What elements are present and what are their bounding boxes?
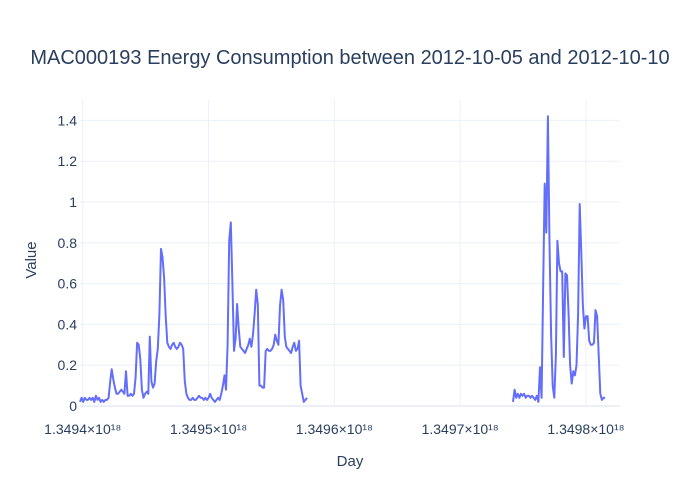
x-axis-ticks: 1.3494×10¹⁸ 1.3495×10¹⁸ 1.3496×10¹⁸ 1.3497×… (44, 421, 624, 437)
y-tick-label: 0 (69, 398, 77, 414)
gridlines (80, 100, 620, 407)
series-line-2 (512, 115, 606, 403)
x-axis-title: Day (337, 453, 364, 470)
x-tick-label: 1.3497×10¹⁸ (422, 421, 499, 437)
x-tick-label: 1.3496×10¹⁸ (296, 421, 373, 437)
y-axis-title: Value (23, 241, 40, 278)
x-tick-label: 1.3495×10¹⁸ (170, 421, 247, 437)
y-tick-label: 0.8 (58, 235, 78, 251)
x-tick-label: 1.3494×10¹⁸ (44, 421, 121, 437)
y-tick-label: 1.2 (58, 153, 78, 169)
y-tick-label: 0.2 (58, 357, 78, 373)
x-tick-label: 1.3498×10¹⁸ (547, 421, 624, 437)
series-line-1 (79, 221, 308, 403)
y-tick-label: 1 (69, 194, 77, 210)
y-axis-ticks: 0 0.2 0.4 0.6 0.8 1 1.2 1.4 (58, 112, 78, 414)
y-tick-label: 0.4 (58, 316, 78, 332)
y-tick-label: 1.4 (58, 112, 78, 128)
y-tick-label: 0.6 (58, 276, 78, 292)
series-layer (79, 115, 606, 403)
chart-title: MAC000193 Energy Consumption between 201… (30, 47, 669, 69)
